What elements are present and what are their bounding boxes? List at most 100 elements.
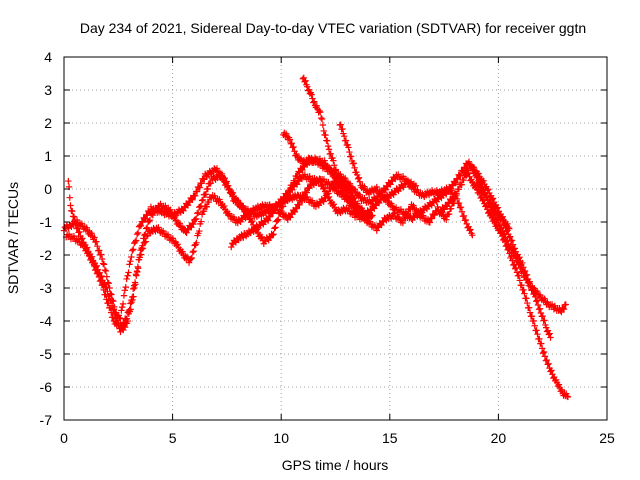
data-point xyxy=(125,269,132,276)
data-point xyxy=(563,393,571,400)
data-point xyxy=(511,245,519,252)
data-point xyxy=(192,192,199,200)
series-track-c xyxy=(65,175,357,336)
data-point xyxy=(88,253,96,260)
series-track-d xyxy=(228,171,376,251)
y-tick-label: -4 xyxy=(40,313,53,329)
series-track-b xyxy=(62,154,420,332)
data-point xyxy=(462,216,470,224)
data-point xyxy=(202,191,210,198)
data-point xyxy=(536,305,544,312)
data-point xyxy=(196,184,203,191)
data-point xyxy=(346,148,353,156)
data-point xyxy=(129,296,136,304)
data-point xyxy=(308,91,315,98)
data-point xyxy=(75,229,82,236)
data-point xyxy=(530,317,537,325)
y-tick-label: -6 xyxy=(40,379,53,395)
data-point xyxy=(130,293,137,300)
data-point xyxy=(319,121,327,129)
data-point xyxy=(356,191,363,198)
data-point xyxy=(443,216,450,223)
data-point xyxy=(320,127,327,135)
data-point xyxy=(106,292,113,300)
data-point xyxy=(70,213,78,220)
data-point xyxy=(388,200,395,207)
y-axis-label: SDTVAR / TECUs xyxy=(5,182,21,294)
data-point xyxy=(124,317,132,325)
data-point xyxy=(124,272,131,279)
data-point xyxy=(558,386,565,393)
data-point xyxy=(335,171,342,179)
data-point xyxy=(130,246,137,253)
data-point xyxy=(264,217,272,224)
data-point xyxy=(193,215,200,223)
axis-ticks: 0 5 10 15 20 25 -7 -6 -5 -4 -3 -2 -1 0 1 2 3 4 xyxy=(40,49,615,446)
data-point xyxy=(100,261,108,268)
data-point xyxy=(99,260,107,267)
data-point xyxy=(300,193,308,200)
data-point xyxy=(179,248,186,255)
data-point xyxy=(97,273,104,281)
data-point xyxy=(297,155,305,162)
data-point xyxy=(249,217,256,225)
data-point xyxy=(330,157,337,164)
y-tick-label: -2 xyxy=(40,247,53,263)
data-point xyxy=(239,202,246,209)
data-point xyxy=(321,157,328,164)
data-point xyxy=(509,241,517,248)
data-point xyxy=(511,261,518,268)
data-point xyxy=(516,254,523,261)
data-point xyxy=(501,238,509,245)
series-track-i xyxy=(462,166,572,401)
data-point xyxy=(316,107,323,114)
data-point xyxy=(282,130,290,137)
data-point xyxy=(123,275,130,283)
data-point xyxy=(460,176,467,184)
data-point xyxy=(525,279,533,286)
data-point xyxy=(337,121,344,128)
data-point xyxy=(445,210,453,218)
data-point xyxy=(351,194,358,202)
data-point xyxy=(358,205,366,212)
data-point xyxy=(458,208,466,215)
data-point xyxy=(185,259,193,266)
data-point xyxy=(531,322,538,329)
data-point xyxy=(523,295,530,302)
data-point xyxy=(465,169,472,177)
data-point xyxy=(509,257,516,264)
data-point xyxy=(93,238,100,245)
data-marks xyxy=(60,74,572,401)
data-point xyxy=(266,213,274,220)
y-tick-label: 0 xyxy=(44,181,52,197)
data-point xyxy=(65,177,72,185)
data-point xyxy=(83,224,90,231)
data-point xyxy=(205,198,212,206)
data-point xyxy=(234,197,241,204)
data-point xyxy=(404,177,412,184)
data-point xyxy=(467,226,474,233)
x-tick-label: 10 xyxy=(273,430,289,446)
data-point xyxy=(354,200,361,207)
data-point xyxy=(528,287,535,294)
data-point xyxy=(96,247,103,254)
y-tick-label: 4 xyxy=(44,49,52,65)
data-point xyxy=(378,189,385,196)
data-point xyxy=(128,253,135,261)
data-point xyxy=(525,304,533,311)
data-point xyxy=(278,207,285,215)
data-point xyxy=(342,137,350,144)
data-point xyxy=(111,310,119,318)
data-point xyxy=(101,266,109,274)
data-point xyxy=(269,210,277,217)
data-point xyxy=(555,381,563,388)
data-point xyxy=(460,212,468,220)
data-point xyxy=(103,283,110,291)
data-point xyxy=(91,234,98,241)
data-point xyxy=(135,256,143,263)
data-point xyxy=(521,290,528,297)
data-point xyxy=(455,186,463,193)
data-point xyxy=(520,268,528,275)
data-point xyxy=(491,204,498,211)
